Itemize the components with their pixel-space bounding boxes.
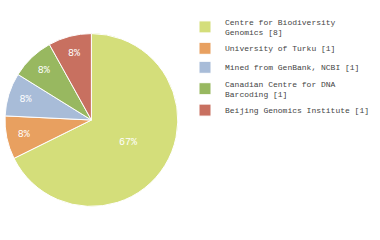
svg-text:8%: 8% [38,65,50,76]
svg-text:Centre for BiodiversityGenomic: Centre for BiodiversityGenomics [8] [225,18,336,37]
svg-text:8%: 8% [18,129,30,140]
svg-text:8%: 8% [19,94,31,105]
svg-text:Canadian Centre for DNABarcodi: Canadian Centre for DNABarcoding [1] [225,80,336,99]
svg-text:8%: 8% [68,48,80,59]
svg-text:67%: 67% [119,137,137,148]
svg-text:Mined from GenBank, NCBI [1]: Mined from GenBank, NCBI [1] [225,63,359,72]
svg-text:University of Turku [1]: University of Turku [1] [225,44,335,53]
svg-text:Beijing Genomics Institute [1]: Beijing Genomics Institute [1] [225,106,369,115]
